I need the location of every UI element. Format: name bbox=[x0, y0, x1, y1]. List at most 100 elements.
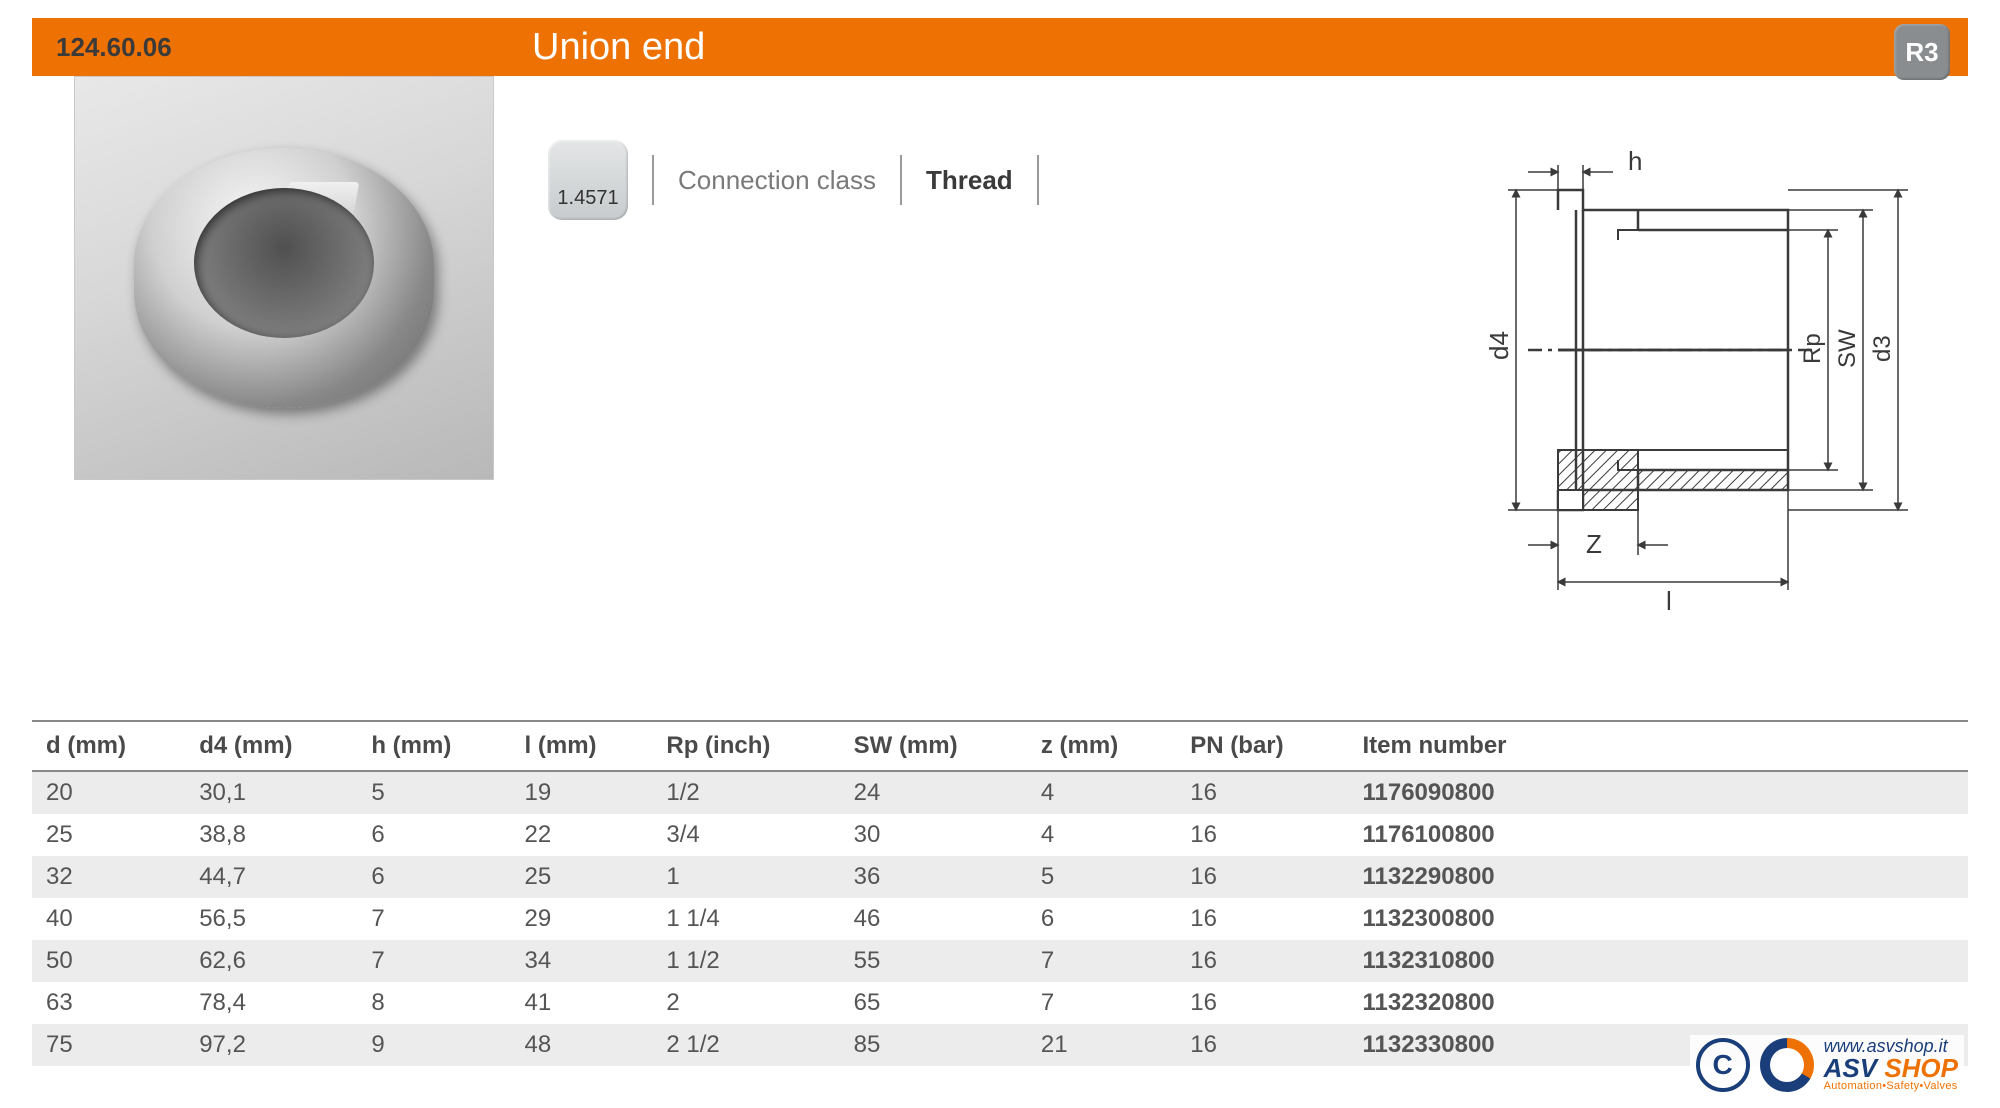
data-cell: 4 bbox=[1027, 814, 1176, 856]
item-number-cell: 1176090800 bbox=[1348, 771, 1968, 814]
data-cell: 55 bbox=[840, 940, 1027, 982]
dim-rp: Rp bbox=[1799, 333, 1826, 364]
table-row: 7597,29482 1/28521161132330800 bbox=[32, 1024, 1968, 1066]
data-cell: 78,4 bbox=[185, 982, 357, 1024]
region-badge: R3 bbox=[1894, 24, 1950, 80]
data-cell: 34 bbox=[511, 940, 653, 982]
col-header: z (mm) bbox=[1027, 721, 1176, 771]
data-cell: 63 bbox=[32, 982, 185, 1024]
logo-swirl-icon bbox=[1760, 1038, 1814, 1092]
data-cell: 30,1 bbox=[185, 771, 357, 814]
item-number-cell: 1132320800 bbox=[1348, 982, 1968, 1024]
data-cell: 7 bbox=[1027, 982, 1176, 1024]
data-cell: 6 bbox=[357, 814, 510, 856]
data-cell: 16 bbox=[1176, 856, 1348, 898]
data-cell: 29 bbox=[511, 898, 653, 940]
product-code: 124.60.06 bbox=[32, 32, 532, 63]
spec-table: d (mm)d4 (mm)h (mm)l (mm)Rp (inch)SW (mm… bbox=[32, 720, 1968, 1066]
data-cell: 6 bbox=[357, 856, 510, 898]
data-cell: 9 bbox=[357, 1024, 510, 1066]
table-row: 4056,57291 1/4466161132300800 bbox=[32, 898, 1968, 940]
data-cell: 2 bbox=[652, 982, 839, 1024]
dim-h: h bbox=[1628, 150, 1642, 176]
material-badge: 1.4571 bbox=[548, 140, 628, 220]
data-cell: 56,5 bbox=[185, 898, 357, 940]
product-render bbox=[134, 148, 434, 408]
col-header: PN (bar) bbox=[1176, 721, 1348, 771]
col-header: SW (mm) bbox=[840, 721, 1027, 771]
col-header: l (mm) bbox=[511, 721, 653, 771]
data-cell: 50 bbox=[32, 940, 185, 982]
logo-text: www.asvshop.it ASV SHOP Automation•Safet… bbox=[1824, 1037, 1958, 1092]
table-header-row: d (mm)d4 (mm)h (mm)l (mm)Rp (inch)SW (mm… bbox=[32, 721, 1968, 771]
data-cell: 5 bbox=[357, 771, 510, 814]
dim-z: Z bbox=[1586, 529, 1602, 559]
data-cell: 24 bbox=[840, 771, 1027, 814]
item-number-cell: 1176100800 bbox=[1348, 814, 1968, 856]
data-cell: 41 bbox=[511, 982, 653, 1024]
dim-d4: d4 bbox=[1484, 331, 1514, 360]
data-cell: 7 bbox=[1027, 940, 1176, 982]
data-cell: 46 bbox=[840, 898, 1027, 940]
data-cell: 16 bbox=[1176, 814, 1348, 856]
header-bar: 124.60.06 Union end R3 bbox=[32, 18, 1968, 76]
data-cell: 16 bbox=[1176, 771, 1348, 814]
data-cell: 3/4 bbox=[652, 814, 839, 856]
data-cell: 16 bbox=[1176, 940, 1348, 982]
data-cell: 16 bbox=[1176, 1024, 1348, 1066]
data-cell: 5 bbox=[1027, 856, 1176, 898]
data-cell: 48 bbox=[511, 1024, 653, 1066]
data-cell: 30 bbox=[840, 814, 1027, 856]
data-cell: 1 1/4 bbox=[652, 898, 839, 940]
table-row: 2538,86223/4304161176100800 bbox=[32, 814, 1968, 856]
logo-tagline: Automation•Safety•Valves bbox=[1824, 1081, 1958, 1092]
table-row: 3244,76251365161132290800 bbox=[32, 856, 1968, 898]
item-number-cell: 1132290800 bbox=[1348, 856, 1968, 898]
data-cell: 65 bbox=[840, 982, 1027, 1024]
connection-class-label: Connection class bbox=[678, 165, 876, 196]
data-cell: 6 bbox=[1027, 898, 1176, 940]
data-cell: 62,6 bbox=[185, 940, 357, 982]
col-header: Item number bbox=[1348, 721, 1968, 771]
data-cell: 85 bbox=[840, 1024, 1027, 1066]
vendor-logo: C www.asvshop.it ASV SHOP Automation•Saf… bbox=[1690, 1035, 1964, 1094]
table-row: 5062,67341 1/2557161132310800 bbox=[32, 940, 1968, 982]
data-cell: 44,7 bbox=[185, 856, 357, 898]
table-row: 2030,15191/2244161176090800 bbox=[32, 771, 1968, 814]
divider bbox=[652, 155, 654, 205]
col-header: d (mm) bbox=[32, 721, 185, 771]
data-cell: 20 bbox=[32, 771, 185, 814]
item-number-cell: 1132310800 bbox=[1348, 940, 1968, 982]
data-cell: 36 bbox=[840, 856, 1027, 898]
data-cell: 40 bbox=[32, 898, 185, 940]
data-cell: 1/2 bbox=[652, 771, 839, 814]
data-cell: 7 bbox=[357, 898, 510, 940]
data-cell: 22 bbox=[511, 814, 653, 856]
data-cell: 75 bbox=[32, 1024, 185, 1066]
product-image bbox=[74, 76, 494, 480]
data-cell: 2 1/2 bbox=[652, 1024, 839, 1066]
data-cell: 16 bbox=[1176, 982, 1348, 1024]
table-body: 2030,15191/22441611760908002538,86223/43… bbox=[32, 771, 1968, 1066]
col-header: h (mm) bbox=[357, 721, 510, 771]
data-cell: 8 bbox=[357, 982, 510, 1024]
copyright-icon: C bbox=[1696, 1038, 1750, 1092]
data-cell: 4 bbox=[1027, 771, 1176, 814]
product-title: Union end bbox=[532, 26, 705, 69]
dim-d3: d3 bbox=[1869, 335, 1896, 362]
data-cell: 38,8 bbox=[185, 814, 357, 856]
item-number-cell: 1132300800 bbox=[1348, 898, 1968, 940]
divider bbox=[900, 155, 902, 205]
data-cell: 97,2 bbox=[185, 1024, 357, 1066]
meta-row: 1.4571 Connection class Thread bbox=[548, 140, 1039, 220]
data-cell: 1 bbox=[652, 856, 839, 898]
data-cell: 25 bbox=[511, 856, 653, 898]
data-cell: 32 bbox=[32, 856, 185, 898]
data-cell: 1 1/2 bbox=[652, 940, 839, 982]
data-cell: 25 bbox=[32, 814, 185, 856]
technical-drawing: h d4 Rp SW d3 Z l bbox=[1408, 150, 1928, 620]
connection-class-value: Thread bbox=[926, 165, 1013, 196]
col-header: d4 (mm) bbox=[185, 721, 357, 771]
logo-brand: ASV SHOP bbox=[1824, 1055, 1958, 1081]
col-header: Rp (inch) bbox=[652, 721, 839, 771]
